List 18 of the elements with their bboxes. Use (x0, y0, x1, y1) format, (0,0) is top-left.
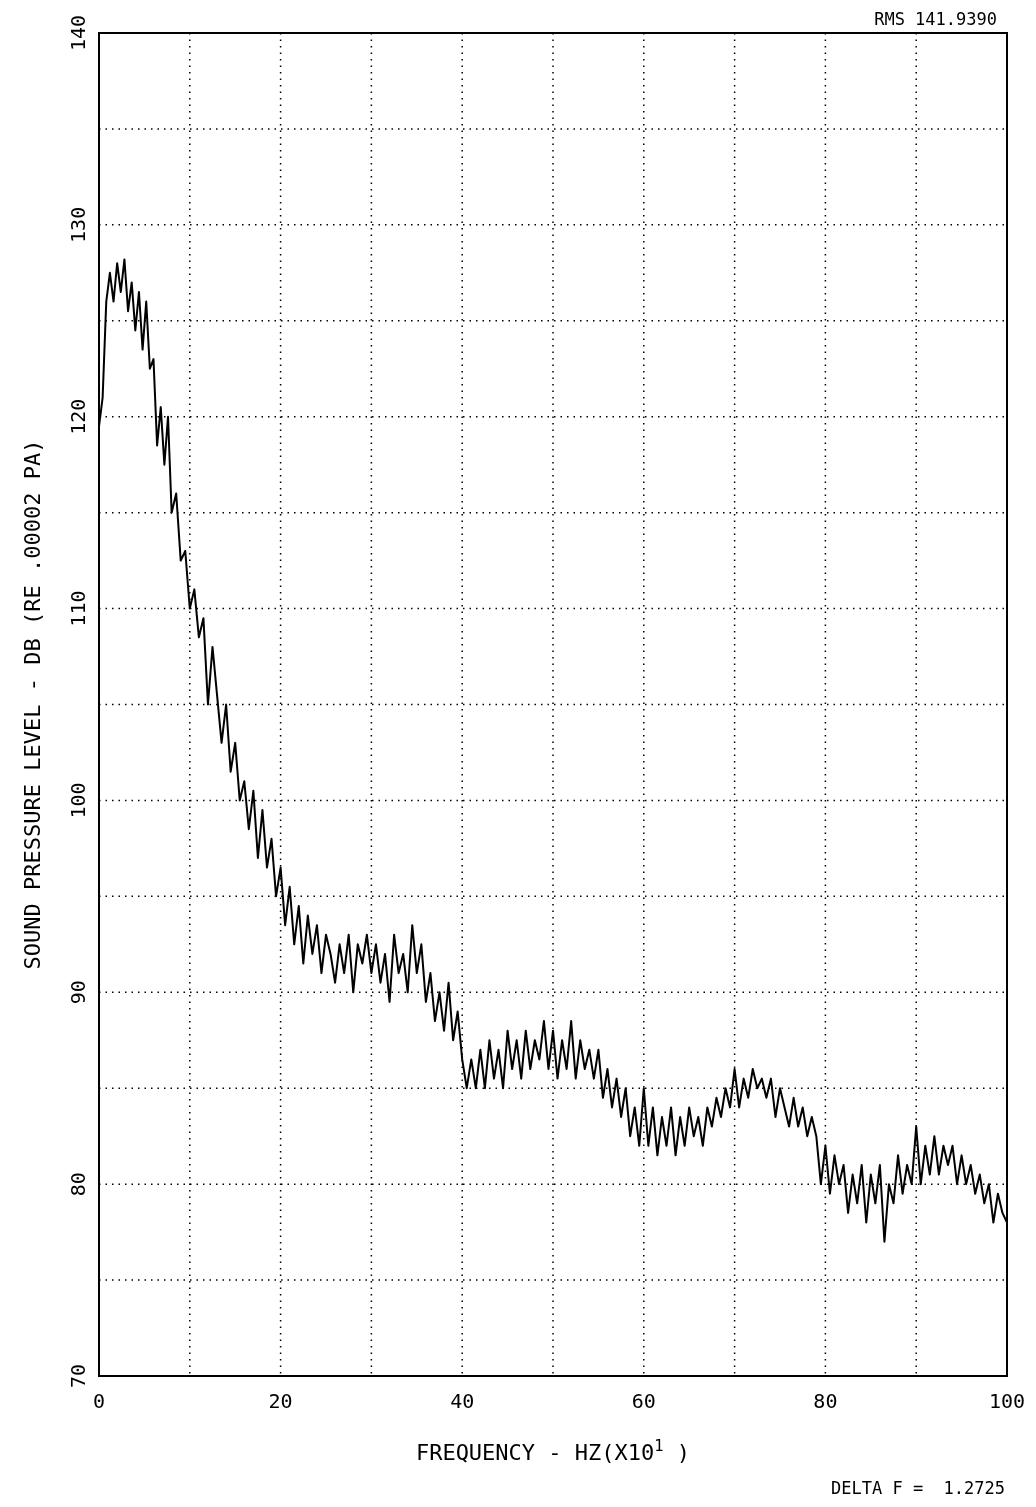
x-tick-label: 100 (988, 1389, 1026, 1413)
x-tick-label: 80 (813, 1389, 838, 1413)
y-tick-label: 70 (66, 1363, 90, 1389)
x-axis-title: FREQUENCY - HZ(X10$^{1}$ ) (415, 1437, 691, 1465)
y-tick-label: 130 (66, 206, 90, 243)
y-tick-label: 120 (66, 398, 90, 435)
y-axis-title: SOUND PRESSURE LEVEL - DB (RE .00002 PA) (20, 439, 45, 970)
text: DELTA F = 1.2725 (831, 1478, 1005, 1498)
x-tick-label: 20 (268, 1389, 293, 1413)
x-tick-label: 40 (450, 1389, 475, 1413)
x-tick-label: 60 (631, 1389, 656, 1413)
y-tick-label: 90 (66, 980, 90, 1005)
text: RMS 141.9390 (874, 9, 997, 29)
y-tick-label: 110 (66, 590, 90, 627)
y-tick-label: 100 (66, 782, 90, 819)
y-tick-label: 140 (66, 14, 90, 52)
y-tick-label: 80 (66, 1172, 90, 1197)
x-tick-label: 0 (92, 1389, 106, 1413)
